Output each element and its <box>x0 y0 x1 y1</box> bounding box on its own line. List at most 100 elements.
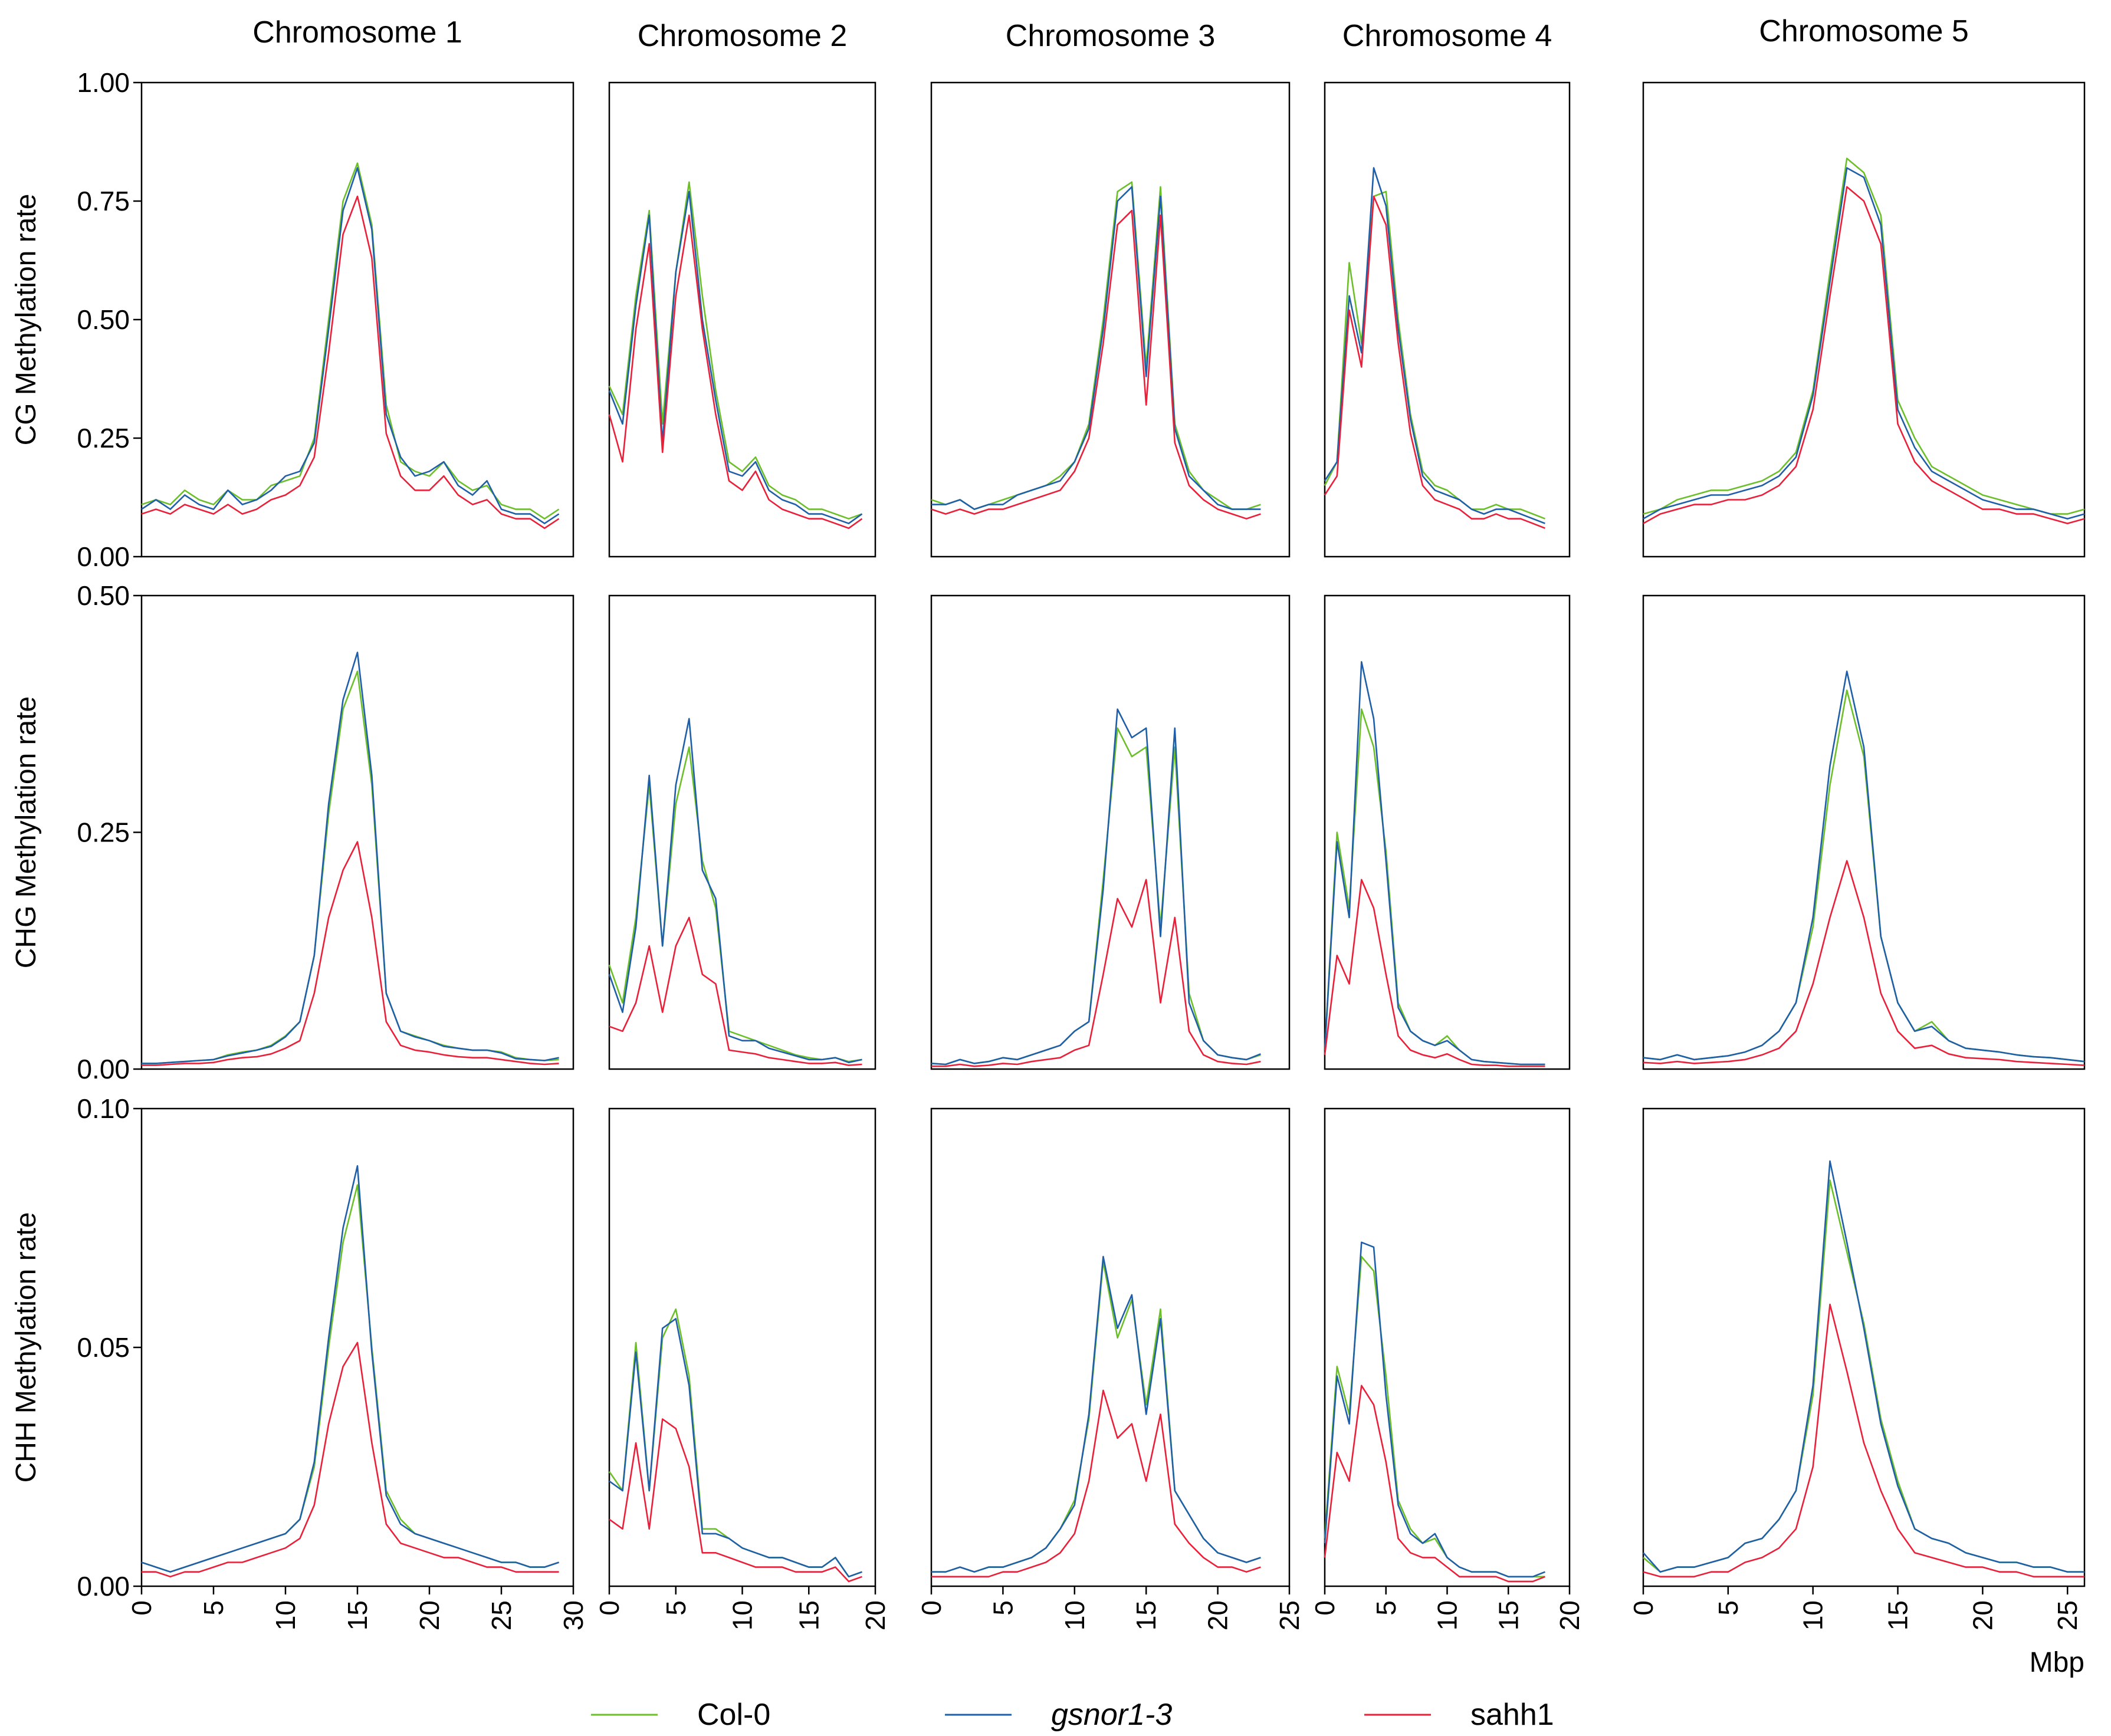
y-tick-label: 0.10 <box>77 1093 130 1124</box>
series-line-sahh1 <box>1324 879 1545 1067</box>
panel-frame <box>930 81 1291 558</box>
x-tick-label: 25 <box>486 1600 517 1630</box>
series-line-sahh1 <box>1643 186 2085 525</box>
x-tick-label-group: 25 <box>1274 1600 1305 1630</box>
series-line-gsnor1-3 <box>1643 670 2085 1063</box>
y-tick-label: 0.50 <box>77 580 130 611</box>
x-tick-label: 0 <box>126 1600 157 1616</box>
series-line-gsnor1-3 <box>931 186 1261 510</box>
panel-frame <box>1642 1107 2086 1587</box>
x-tick-label-group: 20 <box>1967 1600 1998 1630</box>
x-tick-label: 25 <box>1274 1600 1305 1630</box>
x-tick-label: 5 <box>1371 1600 1401 1616</box>
panel-frame <box>1324 81 1571 558</box>
series-line-gsnor1-3 <box>931 1255 1261 1573</box>
series-line-gsnor1-3 <box>609 1318 862 1578</box>
panel-r1-c4 <box>1642 594 2086 1070</box>
panel-r2-c4: 0 5 10 15 20 25 <box>1628 1107 2086 1630</box>
y-tick-label: 0.00 <box>77 1054 130 1084</box>
x-tick-label: 5 <box>661 1600 691 1616</box>
x-tick-label-group: 25 <box>2052 1600 2083 1630</box>
x-tick-label: 10 <box>1432 1600 1463 1630</box>
panel-r0-c0: 0.00 0.25 0.50 0.75 1.00 <box>77 67 574 572</box>
x-tick-label-group: 10 <box>1798 1600 1828 1630</box>
series-line-col-0 <box>931 727 1261 1066</box>
series-line-gsnor1-3 <box>141 1165 560 1573</box>
series-line-col-0 <box>1643 1179 2084 1573</box>
x-tick-label: 10 <box>1059 1600 1090 1630</box>
x-tick-label-group: 20 <box>414 1600 445 1630</box>
x-tick-label: 0 <box>916 1600 947 1616</box>
panel-frame <box>930 594 1291 1070</box>
panel-r2-c0: 0.00 0.05 0.10 0 5 10 15 20 25 30 <box>77 1093 589 1630</box>
series-line-col-0 <box>1643 157 2085 515</box>
series-line-sahh1 <box>141 195 560 530</box>
series-line-sahh1 <box>1324 1385 1545 1583</box>
x-tick-label: 5 <box>987 1600 1018 1616</box>
x-tick-label: 20 <box>1967 1600 1998 1630</box>
series-line-gsnor1-3 <box>1324 1241 1545 1578</box>
x-tick-label-group: 20 <box>860 1600 891 1630</box>
panel-r0-c1 <box>608 81 876 558</box>
x-tick-label-group: 15 <box>1493 1600 1524 1630</box>
x-tick-label-group: 0 <box>1628 1600 1659 1616</box>
series-line-sahh1 <box>931 209 1261 520</box>
row-label-group: CHG Methylation rate <box>11 696 42 969</box>
series-line-col-0 <box>931 181 1261 510</box>
series-line-sahh1 <box>931 1389 1261 1578</box>
panel-frame <box>608 81 876 558</box>
x-tick-label-group: 20 <box>1203 1600 1233 1630</box>
x-tick-label-group: 0 <box>1309 1600 1340 1616</box>
x-tick-label-group: 30 <box>558 1600 589 1630</box>
panel-frame <box>140 81 574 558</box>
y-tick-label: 0.05 <box>77 1332 130 1363</box>
column-title: Chromosome 5 <box>1759 14 1968 48</box>
x-tick-label: 20 <box>860 1600 891 1630</box>
legend-label: Col-0 <box>697 1698 770 1732</box>
series-line-sahh1 <box>1643 1303 2084 1578</box>
x-tick-label: 20 <box>414 1600 445 1630</box>
x-tick-label-group: 10 <box>270 1600 301 1630</box>
panel-r1-c1 <box>608 594 876 1070</box>
x-tick-label-group: 10 <box>1432 1600 1463 1630</box>
y-tick-label: 0.75 <box>77 186 130 216</box>
x-tick-label: 5 <box>1713 1600 1744 1616</box>
column-title: Chromosome 4 <box>1342 19 1552 53</box>
x-tick-label-group: 5 <box>198 1600 229 1616</box>
panel-r1-c2 <box>930 594 1291 1070</box>
x-tick-label-group: 15 <box>1131 1600 1161 1630</box>
y-axis-label: CHH Methylation rate <box>11 1212 42 1483</box>
x-tick-label: 10 <box>1798 1600 1828 1630</box>
y-tick-label: 1.00 <box>77 67 130 98</box>
y-axis-label: CG Methylation rate <box>11 194 42 446</box>
panel-frame <box>1324 594 1571 1070</box>
x-tick-label: 0 <box>1628 1600 1659 1616</box>
x-tick-label-group: 0 <box>594 1600 625 1616</box>
x-tick-label: 0 <box>594 1600 625 1616</box>
panel-r1-c3 <box>1324 594 1571 1070</box>
x-tick-label: 15 <box>1883 1600 1913 1630</box>
series-line-sahh1 <box>608 214 863 530</box>
x-tick-label-group: 5 <box>1713 1600 1744 1616</box>
panel-frame <box>608 1107 876 1587</box>
series-line-gsnor1-3 <box>1324 167 1545 524</box>
x-tick-label-group: 25 <box>486 1600 517 1630</box>
x-tick-label: 20 <box>1554 1600 1585 1630</box>
series-line-sahh1 <box>1643 860 2085 1066</box>
y-tick-label: 0.50 <box>77 304 130 335</box>
x-tick-label: 25 <box>2052 1600 2083 1630</box>
column-title: Chromosome 1 <box>252 15 462 50</box>
x-tick-label-group: 5 <box>661 1600 691 1616</box>
y-tick-label: 0.25 <box>77 817 130 848</box>
series-line-col-0 <box>142 670 559 1064</box>
series-line-sahh1 <box>609 916 862 1066</box>
series-line-gsnor1-3 <box>931 708 1261 1066</box>
column-title: Chromosome 3 <box>1006 19 1215 53</box>
x-tick-label: 10 <box>270 1600 301 1630</box>
panel-r2-c1: 0 5 10 15 20 <box>594 1107 891 1630</box>
x-tick-label-group: 20 <box>1554 1600 1585 1630</box>
x-tick-label: 0 <box>1309 1600 1340 1616</box>
panel-frame <box>1642 81 2086 558</box>
x-tick-label: 15 <box>1131 1600 1161 1630</box>
